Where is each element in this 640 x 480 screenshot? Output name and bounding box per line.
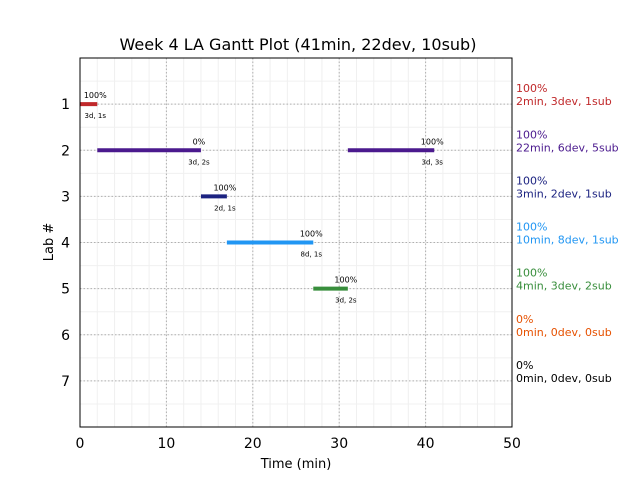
gantt-bar: [313, 286, 348, 291]
summary-stats: 2min, 3dev, 1sub: [516, 95, 612, 108]
summary-percent: 0%: [516, 359, 533, 372]
gantt-bar: [200, 194, 227, 199]
y-tick-label: 7: [61, 374, 70, 390]
y-tick-label: 3: [61, 189, 70, 205]
gantt-bar: [97, 148, 201, 153]
bar-info-label: 3d, 1s: [85, 112, 107, 120]
summary-stats: 3min, 2dev, 1sub: [516, 187, 612, 200]
bar-info-label: 3d, 2s: [335, 297, 357, 305]
bar-percent-label: 100%: [300, 230, 323, 239]
summary-percent: 0%: [516, 313, 533, 326]
bar-info-label: 3d, 3s: [422, 158, 444, 166]
plot-frame: [79, 57, 513, 428]
y-tick-label: 6: [61, 328, 70, 344]
x-tick-label: 50: [503, 436, 521, 452]
gantt-bar: [80, 102, 98, 107]
summary-stats: 0min, 0dev, 0sub: [516, 326, 612, 339]
y-tick-label: 1: [61, 97, 70, 113]
x-tick-label: 0: [76, 436, 85, 452]
y-ticks: 1 2 3 4 5 6 7: [61, 97, 70, 390]
y-tick-label: 2: [61, 143, 70, 159]
summary-percent: 100%: [516, 82, 547, 95]
bar-info-label: 2d, 1s: [214, 204, 236, 212]
bar-percent-label: 100%: [421, 137, 444, 146]
y-tick-label: 5: [61, 282, 70, 298]
x-axis-label: Time (min): [260, 457, 332, 472]
summary-stats: 22min, 6dev, 5sub: [516, 141, 619, 154]
x-tick-label: 20: [244, 436, 262, 452]
y-axis-label: Lab #: [42, 223, 57, 262]
bar-percent-label: 100%: [334, 276, 357, 285]
summary-percent: 100%: [516, 221, 547, 234]
y-tick-label: 4: [61, 236, 70, 252]
x-tick-label: 10: [157, 436, 175, 452]
bar-info-label: 8d, 1s: [301, 251, 323, 259]
bar-info-label: 3d, 2s: [188, 158, 210, 166]
x-ticks: 0 10 20 30 40 50: [76, 436, 521, 452]
summary-percent: 100%: [516, 128, 547, 141]
summary-percent: 100%: [516, 174, 547, 187]
summary-percent: 100%: [516, 267, 547, 280]
summary-stats: 0min, 0dev, 0sub: [516, 372, 612, 385]
bar-percent-label: 0%: [193, 137, 206, 146]
bars: 100% 3d, 1s 0% 3d, 2s 100% 3d, 3s 100% 2d, 1s 10…: [80, 91, 444, 305]
bar-percent-label: 100%: [84, 91, 107, 100]
chart-title: Week 4 LA Gantt Plot (41min, 22dev, 10su…: [120, 35, 477, 54]
gantt-bar: [347, 148, 435, 153]
bar-percent-label: 100%: [213, 183, 236, 192]
x-tick-label: 40: [417, 436, 435, 452]
gantt-bar: [226, 240, 314, 245]
x-tick-label: 30: [330, 436, 348, 452]
summary-stats: 10min, 8dev, 1sub: [516, 234, 619, 247]
summary-stats: 4min, 3dev, 2sub: [516, 280, 612, 293]
